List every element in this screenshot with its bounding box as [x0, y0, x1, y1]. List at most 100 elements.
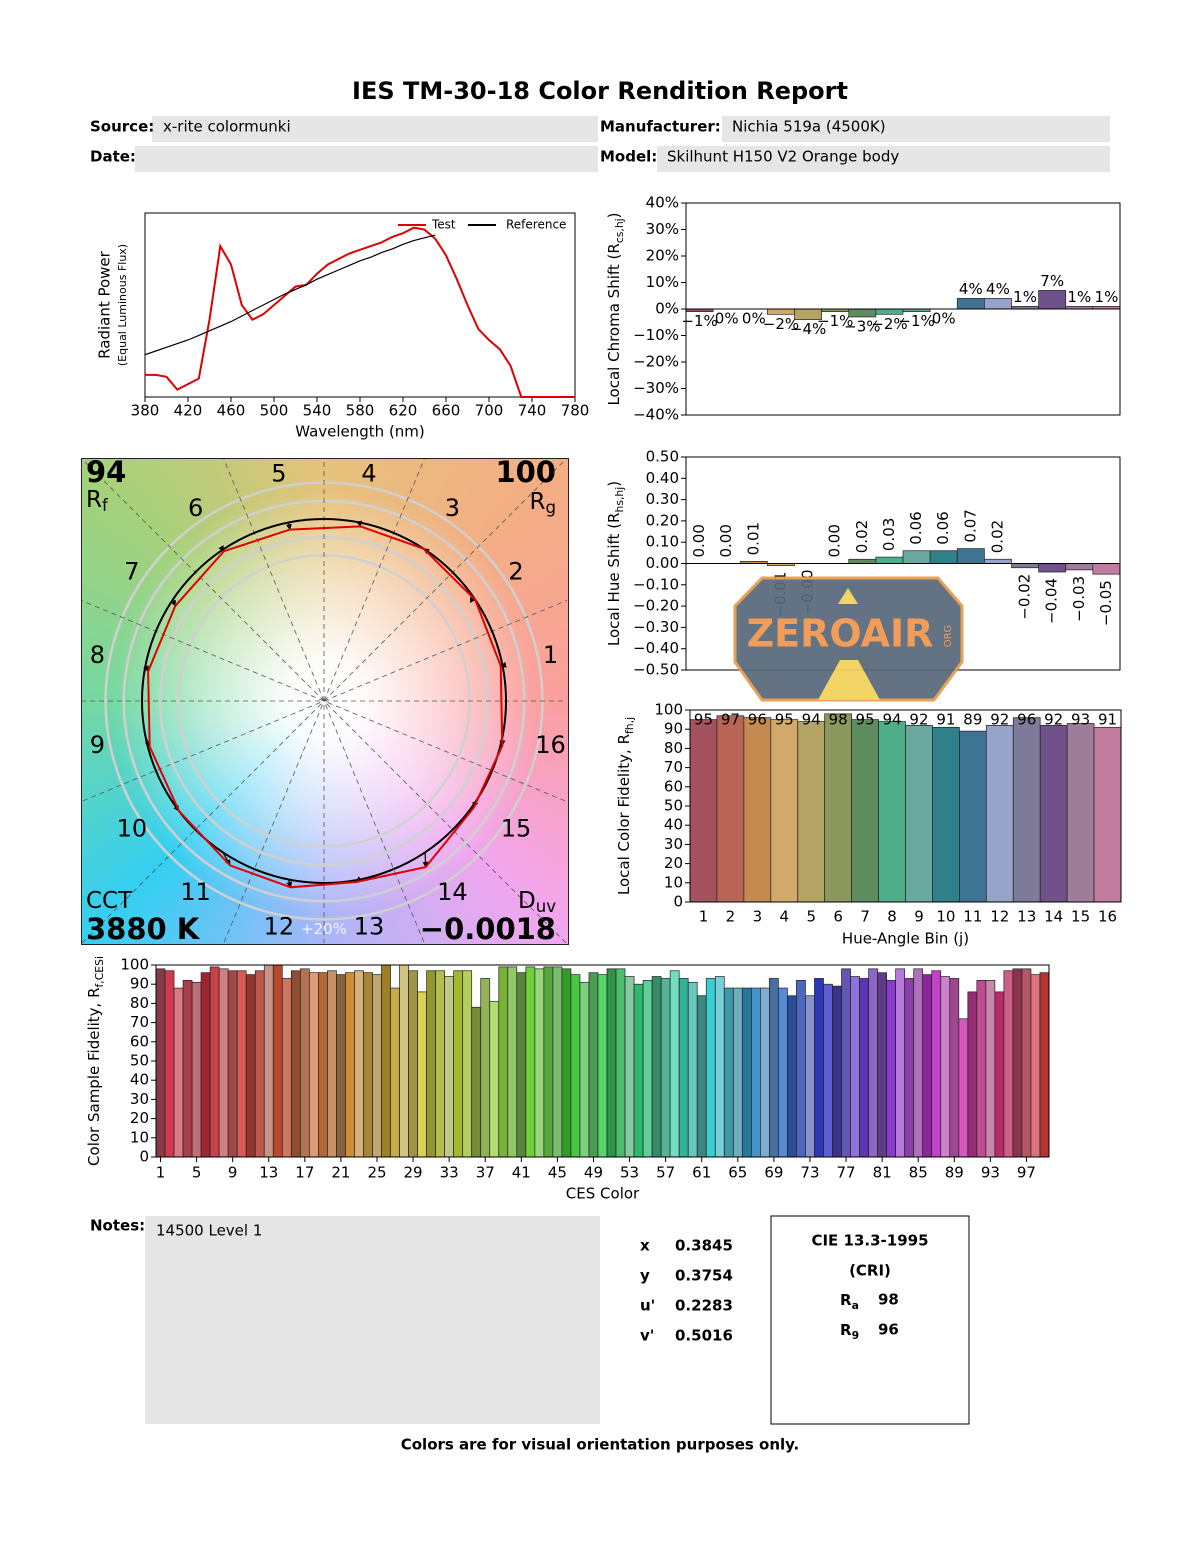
bar: [956, 548, 985, 564]
value-label: 96: [748, 711, 767, 729]
bar: [435, 970, 445, 1158]
plot-frame: [689, 709, 1122, 903]
shift-arrow: [170, 599, 176, 607]
field-value: Skilhunt H150 V2 Orange body: [667, 148, 899, 166]
y-tick-label: 20: [664, 854, 683, 872]
value-label: −4%: [790, 320, 826, 338]
bar: [471, 1006, 482, 1158]
bar: [354, 970, 364, 1158]
bar: [687, 981, 698, 1158]
bar: [868, 968, 878, 1158]
x-tick-label: 11: [963, 908, 982, 926]
bar: [770, 719, 799, 903]
logo-suffix: ORG: [943, 625, 954, 648]
y-tick-label: 30%: [646, 220, 679, 238]
chromaticity-value: 0.5016: [675, 1327, 733, 1345]
y-tick-label: −0.20: [633, 597, 679, 615]
bar: [254, 970, 265, 1158]
bar: [832, 985, 842, 1158]
y-tick-label: 90: [664, 720, 683, 738]
value-label: 4%: [959, 280, 983, 298]
value-label: 1%: [1095, 288, 1119, 306]
bin-label: 16: [535, 731, 566, 759]
plot-frame: [155, 964, 1050, 1158]
value-label: −0.02: [1016, 574, 1034, 620]
bar: [507, 966, 518, 1158]
y-tick-label: 100: [654, 701, 683, 719]
shift-arrow: [285, 522, 292, 531]
y-tick-label: 0.50: [646, 448, 679, 466]
bar: [444, 976, 455, 1158]
value-label: 0.00: [690, 524, 708, 557]
logo: ZEROAIR ORG: [733, 576, 964, 702]
bar: [760, 987, 770, 1158]
bar: [959, 730, 987, 903]
y-tick-label: 0.40: [646, 469, 679, 487]
value-label: −2%: [763, 315, 799, 333]
x-tick-label: 4: [780, 908, 790, 926]
bar: [1021, 968, 1032, 1158]
bar: [669, 970, 680, 1158]
text-part: CCT: [86, 888, 133, 914]
bar: [1039, 972, 1050, 1158]
y-tick-label: −20%: [633, 353, 679, 371]
y-tick-label: 30: [130, 1090, 149, 1108]
value-label: 95: [856, 711, 875, 729]
bar: [1012, 717, 1041, 903]
bar: [624, 976, 635, 1158]
legend-label: Reference: [506, 218, 566, 232]
bar: [787, 995, 797, 1158]
bar: [824, 713, 852, 903]
y-tick-label: 90: [130, 975, 149, 993]
cri-subtitle: (CRI): [849, 1262, 891, 1280]
field-value: x-rite colormunki: [163, 118, 291, 136]
metric-value: 100: [495, 455, 556, 489]
value-label: 0.06: [907, 511, 925, 544]
bar: [904, 978, 915, 1158]
x-axis-label: CES Color: [566, 1185, 640, 1203]
bar: [462, 970, 473, 1158]
x-tick-label: 65: [728, 1164, 747, 1182]
bar: [543, 966, 554, 1158]
bar: [1012, 968, 1023, 1158]
bar: [399, 964, 409, 1158]
value-label: 94: [802, 711, 821, 729]
bar: [308, 972, 319, 1158]
y-tick-label: 80: [130, 994, 149, 1012]
x-tick-label: 21: [331, 1164, 350, 1182]
text-part: R: [530, 489, 546, 515]
x-tick-label: 6: [833, 908, 843, 926]
subscript: fh,j: [623, 717, 636, 734]
y-tick-label: 0%: [655, 300, 679, 318]
field-label: Date:: [90, 148, 136, 166]
reference-circle: [141, 518, 507, 884]
metric-name: Rg: [530, 489, 557, 517]
chromaticity-value: 0.2283: [675, 1297, 733, 1315]
bar: [182, 980, 193, 1158]
bin-label: 6: [188, 494, 203, 522]
bar: [327, 970, 337, 1158]
field-box: [152, 116, 598, 142]
value-label: 94: [882, 711, 901, 729]
report-title: IES TM-30-18 Color Rendition Report: [352, 77, 848, 105]
x-tick-label: 13: [259, 1164, 278, 1182]
bar: [705, 978, 716, 1158]
bin-label: 7: [124, 558, 139, 586]
x-tick-label: 780: [561, 402, 590, 420]
bar: [976, 980, 987, 1158]
bar: [696, 995, 707, 1158]
bin-boundary: [82, 600, 567, 803]
notes-label: Notes:: [90, 1217, 145, 1235]
bar: [1003, 970, 1014, 1158]
bar: [913, 968, 924, 1158]
x-tick-label: 500: [260, 402, 289, 420]
bar: [480, 978, 491, 1158]
bar: [767, 308, 795, 315]
x-tick-label: 540: [303, 402, 332, 420]
x-tick-label: 61: [692, 1164, 711, 1182]
shift-arrow: [422, 852, 429, 868]
subscript: g: [545, 498, 556, 517]
text-part: D: [518, 888, 536, 914]
x-tick-label: 9: [914, 908, 924, 926]
